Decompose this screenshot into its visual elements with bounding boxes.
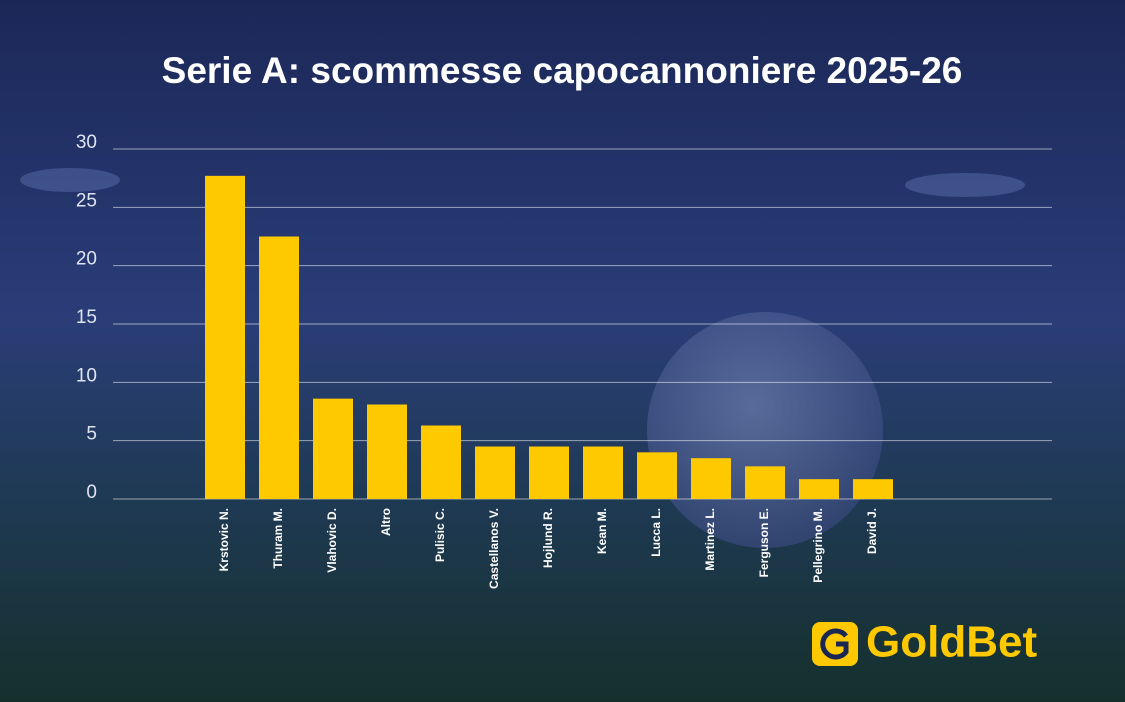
- x-tick-label: Lucca L.: [649, 508, 663, 557]
- y-tick-label: 15: [76, 307, 97, 328]
- bar: [421, 425, 461, 499]
- bar: [691, 458, 731, 499]
- logo: GoldBet: [812, 618, 1037, 667]
- y-tick-label: 0: [86, 482, 97, 503]
- x-tick-label: Ferguson E.: [757, 508, 771, 577]
- bar: [583, 446, 623, 499]
- x-tick-label: Krstovic N.: [217, 508, 231, 571]
- y-tick-label: 10: [76, 365, 97, 386]
- light-decoration: [905, 173, 1025, 197]
- x-tick-label: Hojlund R.: [541, 508, 555, 568]
- chart-title: Serie A: scommesse capocannoniere 2025-2…: [162, 50, 963, 91]
- x-tick-label: Thuram M.: [271, 508, 285, 569]
- x-tick-label: Kean M.: [595, 508, 609, 554]
- bar: [853, 479, 893, 499]
- bar: [529, 446, 569, 499]
- y-tick-label: 30: [76, 132, 97, 153]
- x-tick-label: Pellegrino M.: [811, 508, 825, 583]
- y-tick-label: 25: [76, 190, 97, 211]
- y-tick-label: 20: [76, 249, 97, 270]
- logo-text: GoldBet: [866, 618, 1037, 667]
- bar: [205, 175, 245, 500]
- bar: [367, 404, 407, 499]
- x-tick-label: Martinez L.: [703, 508, 717, 571]
- x-tick-label: David J.: [865, 508, 879, 554]
- bar: [475, 446, 515, 499]
- x-tick-label: Altro: [379, 508, 393, 536]
- bar: [259, 236, 299, 499]
- light-decoration: [20, 168, 120, 192]
- bar: [313, 398, 353, 499]
- y-tick-label: 5: [86, 424, 97, 445]
- bar: [745, 466, 785, 499]
- bar: [637, 452, 677, 499]
- logo-icon-glyph: [820, 628, 849, 660]
- bar: [799, 479, 839, 499]
- x-tick-label: Vlahovic D.: [325, 508, 339, 573]
- x-tick-label: Castellanos V.: [487, 508, 501, 589]
- x-tick-label: Pulisic C.: [433, 508, 447, 562]
